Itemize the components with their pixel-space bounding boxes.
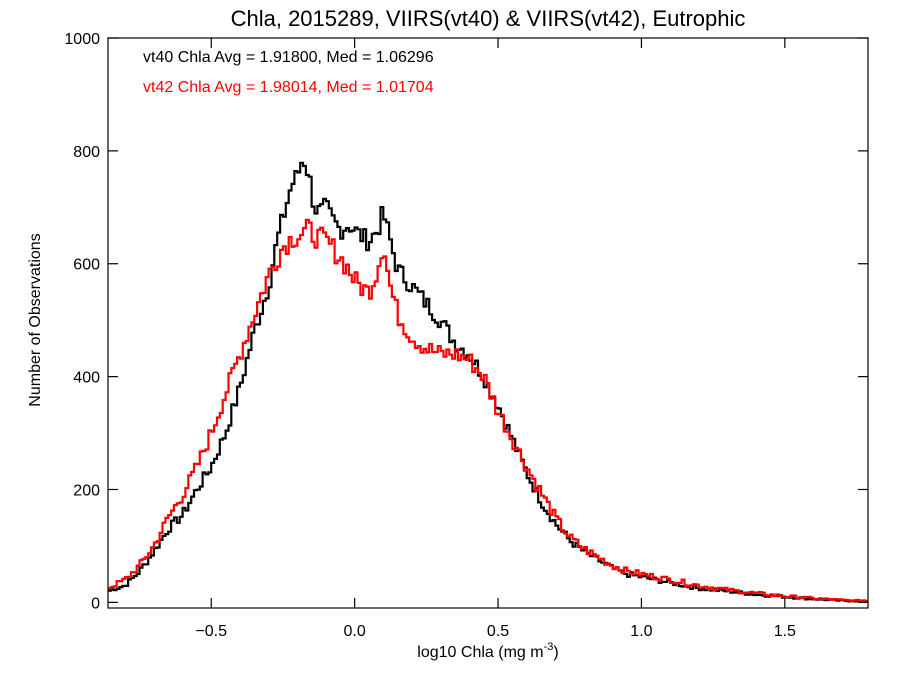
series-layer	[108, 161, 868, 603]
y-tick-label: 800	[73, 144, 100, 161]
plot-area	[107, 37, 869, 609]
y-tick-label: 600	[73, 257, 100, 274]
x-tick-label: 1.5	[774, 623, 796, 640]
series-vt42-line	[108, 218, 868, 603]
x-tick-label: −0.5	[195, 623, 227, 640]
y-tick-label: 0	[91, 595, 100, 612]
series-vt40-line	[108, 161, 868, 603]
x-axis-label-close: )	[553, 644, 558, 661]
x-axis-label-superscript: -3	[544, 641, 554, 653]
annotation-vt40: vt40 Chla Avg = 1.91800, Med = 1.06296	[143, 49, 434, 66]
y-axis: 0 200 400 600 800 1000	[64, 31, 868, 612]
annotation-vt42: vt42 Chla Avg = 1.98014, Med = 1.01704	[143, 79, 434, 96]
x-tick-label: 0.5	[487, 623, 509, 640]
y-tick-label: 1000	[64, 31, 100, 48]
x-tick-label: 1.0	[630, 623, 652, 640]
x-axis-label: log10 Chla (mg m-3)	[417, 641, 558, 661]
x-axis-label-text: log10 Chla (mg m	[417, 644, 543, 661]
y-axis-label: Number of Observations	[27, 233, 44, 406]
y-tick-label: 200	[73, 482, 100, 499]
chart-title: Chla, 2015289, VIIRS(vt40) & VIIRS(vt42)…	[231, 6, 746, 31]
x-axis: −0.5 0.0 0.5 1.0 1.5	[195, 38, 796, 640]
x-tick-label: 0.0	[344, 623, 366, 640]
plot-frame	[107, 37, 869, 609]
y-tick-label: 400	[73, 370, 100, 387]
